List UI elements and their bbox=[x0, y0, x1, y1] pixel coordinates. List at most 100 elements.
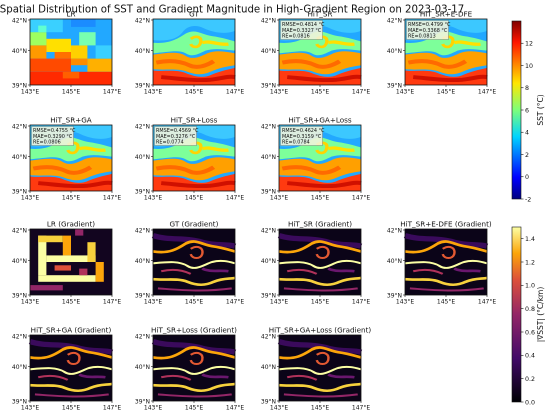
y-tick-label: 39°N bbox=[135, 398, 150, 405]
metric-text: RE=0.0816 bbox=[282, 33, 310, 39]
metric-text: MAE=0.3276 °C bbox=[156, 134, 196, 140]
y-tick-label: 40°N bbox=[261, 258, 276, 265]
metric-text: RE=0.0806 bbox=[33, 139, 61, 145]
colorbar-tick-label: 8 bbox=[525, 85, 529, 92]
y-tick-label: 42°N bbox=[12, 333, 27, 340]
gradient-field bbox=[279, 335, 361, 401]
sst-field bbox=[30, 19, 112, 85]
y-tick-label: 40°N bbox=[135, 154, 150, 161]
y-tick-label: 42°N bbox=[135, 17, 150, 24]
x-tick-label: 145°E bbox=[437, 89, 455, 96]
x-tick-label: 145°E bbox=[62, 405, 80, 412]
panel-title: HiT_SR (Gradient) bbox=[288, 220, 352, 229]
x-tick-label: 145°E bbox=[311, 299, 329, 306]
metric-text: RMSE=0.4569 °C bbox=[156, 128, 199, 134]
metric-text: RMSE=0.4624 °C bbox=[282, 128, 325, 134]
metric-text: MAE=0.3159 °C bbox=[282, 134, 322, 140]
panel-title: HiT_SR+Loss (Gradient) bbox=[151, 326, 237, 335]
colorbar-tick-label: 4 bbox=[525, 130, 529, 137]
metric-text: RMSE=0.4814 °C bbox=[282, 22, 325, 28]
gradient-field bbox=[153, 335, 235, 401]
y-tick-label: 39°N bbox=[261, 398, 276, 405]
y-tick-label: 42°N bbox=[261, 227, 276, 234]
x-tick-label: 145°E bbox=[311, 89, 329, 96]
x-tick-label: 147°E bbox=[103, 299, 121, 306]
x-tick-label: 143°E bbox=[21, 405, 39, 412]
x-tick-label: 147°E bbox=[103, 89, 121, 96]
x-tick-label: 143°E bbox=[144, 195, 162, 202]
colorbar-tick-label: 10 bbox=[525, 63, 533, 70]
metric-text: MAE=0.3368 °C bbox=[408, 28, 448, 34]
x-tick-label: 143°E bbox=[144, 89, 162, 96]
y-tick-label: 40°N bbox=[261, 154, 276, 161]
y-tick-label: 39°N bbox=[261, 188, 276, 195]
x-tick-label: 145°E bbox=[185, 405, 203, 412]
x-tick-label: 145°E bbox=[62, 195, 80, 202]
colorbar-label: SST (°C) bbox=[536, 94, 545, 125]
x-tick-label: 145°E bbox=[185, 299, 203, 306]
y-tick-label: 40°N bbox=[135, 48, 150, 55]
sst-colorbar: 12 10 8 6 4 2 0 -2 SST (°C) bbox=[511, 20, 545, 203]
y-tick-label: 39°N bbox=[12, 188, 27, 195]
colorbar-tick-label: 0.8 bbox=[525, 306, 535, 313]
y-tick-label: 39°N bbox=[135, 188, 150, 195]
panel-title: HiT_SR bbox=[308, 10, 333, 19]
panel-title: HiT_SR+GA (Gradient) bbox=[31, 326, 112, 335]
colorbar-tick-label: 6 bbox=[525, 107, 529, 114]
y-tick-label: 39°N bbox=[12, 292, 27, 299]
x-tick-label: 147°E bbox=[226, 89, 244, 96]
metric-text: MAE=0.3290 °C bbox=[33, 134, 73, 140]
panel-title: HiT_SR+GA+Loss (Gradient) bbox=[269, 326, 372, 335]
panel-title: HiT_SR+GA bbox=[50, 116, 92, 125]
colorbar-tick-label: 1.2 bbox=[525, 259, 535, 266]
metric-text: MAE=0.3327 °C bbox=[282, 28, 322, 34]
x-tick-label: 147°E bbox=[226, 299, 244, 306]
colorbar-scale bbox=[511, 20, 522, 200]
y-tick-label: 42°N bbox=[387, 227, 402, 234]
x-tick-label: 143°E bbox=[270, 405, 288, 412]
x-tick-label: 147°E bbox=[352, 405, 370, 412]
panel-hit-sr-ga-loss-gradient: HiT_SR+GA+Loss (Gradient)42°N 40°N 39°N143… bbox=[261, 326, 372, 412]
y-tick-label: 42°N bbox=[135, 227, 150, 234]
metric-text: RE=0.0813 bbox=[408, 33, 436, 39]
y-tick-label: 39°N bbox=[261, 82, 276, 89]
x-tick-label: 143°E bbox=[21, 299, 39, 306]
y-tick-label: 42°N bbox=[387, 17, 402, 24]
x-tick-label: 143°E bbox=[21, 195, 39, 202]
y-tick-label: 39°N bbox=[387, 82, 402, 89]
metric-text: RMSE=0.4799 °C bbox=[408, 22, 451, 28]
y-tick-label: 39°N bbox=[12, 398, 27, 405]
x-tick-label: 147°E bbox=[352, 195, 370, 202]
y-tick-label: 40°N bbox=[387, 48, 402, 55]
x-tick-label: 145°E bbox=[437, 299, 455, 306]
y-tick-label: 39°N bbox=[12, 82, 27, 89]
y-tick-label: 42°N bbox=[135, 123, 150, 130]
panel-title: GT bbox=[189, 10, 199, 19]
figure-title: Spatial Distribution of SST and Gradient… bbox=[0, 5, 464, 16]
panel-title: LR (Gradient) bbox=[47, 220, 95, 229]
y-tick-label: 39°N bbox=[261, 292, 276, 299]
x-tick-label: 147°E bbox=[478, 89, 496, 96]
x-tick-label: 143°E bbox=[21, 89, 39, 96]
x-tick-label: 143°E bbox=[396, 89, 414, 96]
y-tick-label: 42°N bbox=[135, 333, 150, 340]
sst-field bbox=[153, 19, 235, 85]
y-tick-label: 40°N bbox=[12, 154, 27, 161]
gradient-field bbox=[405, 229, 487, 295]
x-tick-label: 147°E bbox=[103, 195, 121, 202]
